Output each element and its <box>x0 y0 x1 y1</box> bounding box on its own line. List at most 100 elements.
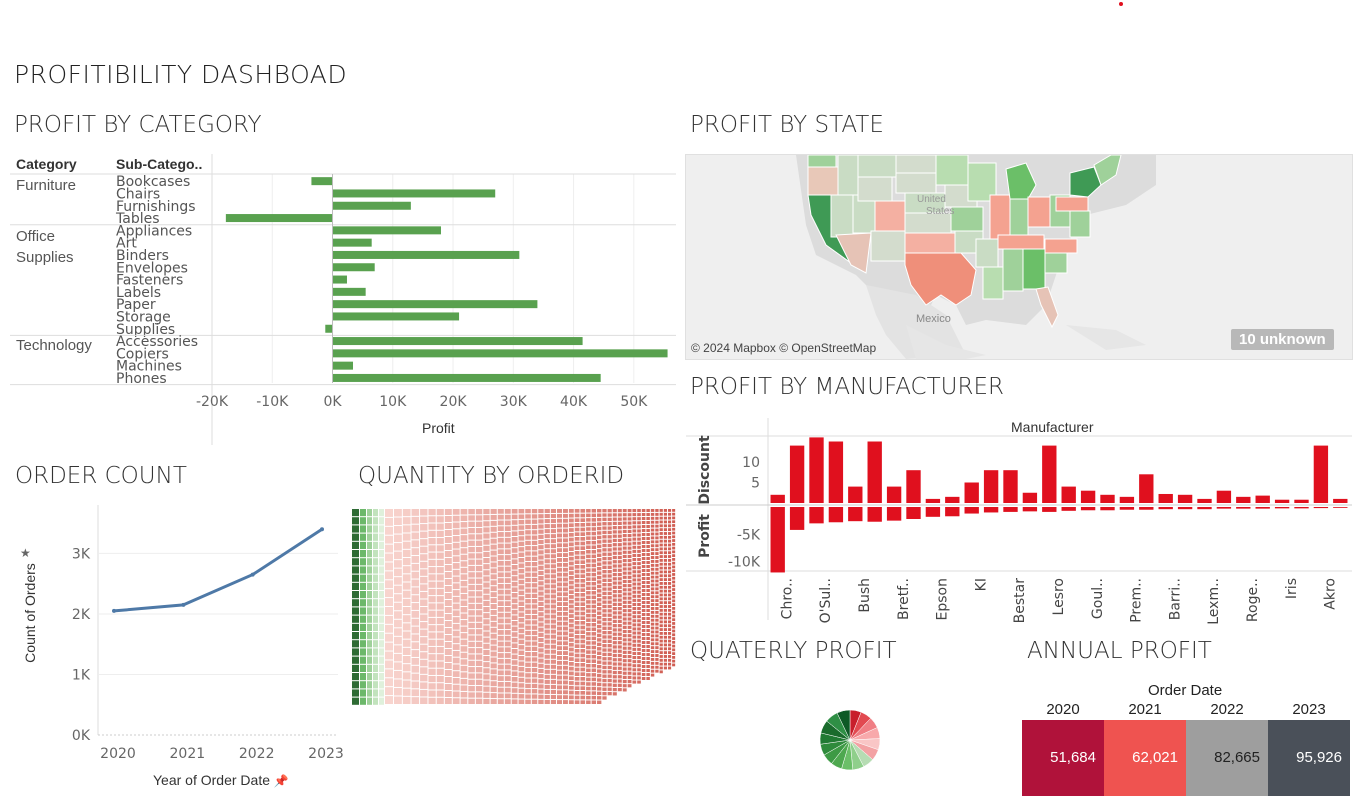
manufacturer-label[interactable]: Bush <box>857 578 873 613</box>
manufacturer-label[interactable]: Bretf.. <box>896 578 912 620</box>
discount-bar[interactable] <box>1294 499 1309 503</box>
profit-bar[interactable] <box>1197 507 1212 510</box>
profit-bar[interactable] <box>809 507 824 524</box>
profit-bar[interactable] <box>964 507 979 514</box>
manufacturer-label[interactable]: KI <box>973 578 989 591</box>
discount-bar[interactable] <box>1216 490 1232 503</box>
profit-bar[interactable] <box>1139 507 1154 510</box>
profit-bar[interactable] <box>1042 507 1057 512</box>
profit-bar[interactable] <box>1216 507 1232 509</box>
discount-bar[interactable] <box>809 437 824 503</box>
pin-icon[interactable]: 📌 <box>273 774 289 788</box>
category-bar[interactable] <box>332 312 460 321</box>
profit-bar[interactable] <box>1274 507 1290 509</box>
profit-by-category-chart[interactable]: BookcasesChairsFurnishingsTablesApplianc… <box>0 0 680 450</box>
discount-bar[interactable] <box>1080 490 1096 503</box>
category-header[interactable]: Category <box>16 156 77 172</box>
annual-cell-2023[interactable]: 95,926 <box>1268 720 1350 796</box>
profit-bar[interactable] <box>828 507 844 523</box>
annual-profit-header[interactable]: Order Date <box>1148 682 1223 699</box>
discount-bar[interactable] <box>848 486 863 503</box>
discount-bar[interactable] <box>1119 496 1135 503</box>
profit-bar[interactable] <box>1177 507 1193 510</box>
manufacturer-label[interactable]: Chro.. <box>779 578 795 619</box>
discount-bar[interactable] <box>1003 470 1018 503</box>
annual-year-2021[interactable]: 2021 <box>1128 701 1162 718</box>
category-bar[interactable] <box>332 349 668 358</box>
order-point[interactable] <box>112 608 116 613</box>
discount-bar[interactable] <box>1100 494 1115 503</box>
category-bar[interactable] <box>225 214 333 223</box>
annual-cell-2022[interactable]: 82,665 <box>1186 720 1268 796</box>
discount-bar[interactable] <box>1022 492 1038 503</box>
category-bar[interactable] <box>332 238 372 247</box>
profit-bar[interactable] <box>1080 507 1096 511</box>
profit-bar[interactable] <box>789 507 805 530</box>
manufacturer-header[interactable]: Manufacturer <box>1011 419 1094 435</box>
category-bar[interactable] <box>332 287 366 296</box>
discount-bar[interactable] <box>983 470 999 503</box>
manufacturer-label[interactable]: Iris <box>1284 578 1300 599</box>
discount-bar[interactable] <box>1333 498 1348 503</box>
unknown-badge[interactable]: 10 unknown <box>1231 329 1334 350</box>
map-copyright[interactable]: © 2024 Mapbox © OpenStreetMap <box>691 341 877 355</box>
category-bar[interactable] <box>332 361 354 370</box>
discount-bar[interactable] <box>1313 445 1329 503</box>
manufacturer-label[interactable]: Bestar <box>1012 578 1028 624</box>
profit-bar[interactable] <box>1119 507 1135 510</box>
discount-bar[interactable] <box>1236 496 1251 503</box>
profit-bar[interactable] <box>945 507 960 517</box>
manufacturer-label[interactable]: Epson <box>935 578 951 620</box>
manufacturer-label[interactable]: Roge.. <box>1245 578 1261 622</box>
manufacturer-label[interactable]: Lexm.. <box>1206 578 1222 625</box>
profit-bar[interactable] <box>886 507 902 521</box>
discount-bar[interactable] <box>886 486 902 503</box>
discount-bar[interactable] <box>1255 495 1270 503</box>
subcategory-header[interactable]: Sub-Catego.. <box>116 156 203 172</box>
annual-cell-2021[interactable]: 62,021 <box>1104 720 1186 796</box>
profit-bar[interactable] <box>1158 507 1173 510</box>
profit-bar[interactable] <box>983 507 999 513</box>
us-map-graphic[interactable] <box>686 155 1352 359</box>
manufacturer-label[interactable]: Prem.. <box>1129 578 1145 623</box>
discount-bar[interactable] <box>1139 474 1154 503</box>
profit-bar[interactable] <box>1294 507 1309 509</box>
profit-bar[interactable] <box>770 507 785 573</box>
discount-bar[interactable] <box>925 498 941 503</box>
discount-bar[interactable] <box>1177 494 1193 503</box>
discount-bar[interactable] <box>945 496 960 503</box>
discount-bar[interactable] <box>906 470 921 503</box>
discount-bar[interactable] <box>1061 486 1076 503</box>
category-bar[interactable] <box>325 324 333 333</box>
manufacturer-label[interactable]: Goul.. <box>1090 578 1106 619</box>
quantity-by-orderid-treemap[interactable] <box>352 509 676 705</box>
profit-bar[interactable] <box>925 507 941 517</box>
category-bar[interactable] <box>332 337 583 346</box>
order-point[interactable] <box>250 572 255 577</box>
annual-year-2023[interactable]: 2023 <box>1292 701 1326 718</box>
order-point[interactable] <box>320 527 324 532</box>
manufacturer-label[interactable]: Barri.. <box>1167 578 1183 620</box>
manufacturer-label[interactable]: Akro <box>1323 578 1339 610</box>
manufacturer-label[interactable]: O'Sul.. <box>818 578 834 623</box>
quarterly-profit-pie[interactable] <box>819 709 881 771</box>
profit-bar[interactable] <box>867 507 882 522</box>
profit-bar[interactable] <box>1313 507 1329 509</box>
category-bar[interactable] <box>332 263 375 272</box>
category-bar[interactable] <box>332 201 411 210</box>
order-point[interactable] <box>181 602 186 607</box>
profit-bar[interactable] <box>906 507 921 519</box>
discount-bar[interactable] <box>789 445 805 503</box>
category-bar[interactable] <box>332 226 441 235</box>
profit-by-state-map[interactable]: United States Mexico © 2024 Mapbox © Ope… <box>685 154 1353 360</box>
profit-bar[interactable] <box>1255 507 1270 509</box>
category-bar[interactable] <box>332 250 520 259</box>
manufacturer-label[interactable]: Lesro <box>1051 578 1067 615</box>
category-bar[interactable] <box>311 177 333 186</box>
discount-bar[interactable] <box>964 482 979 504</box>
discount-bar[interactable] <box>1197 498 1212 503</box>
category-bar[interactable] <box>332 300 538 309</box>
discount-bar[interactable] <box>828 441 844 504</box>
